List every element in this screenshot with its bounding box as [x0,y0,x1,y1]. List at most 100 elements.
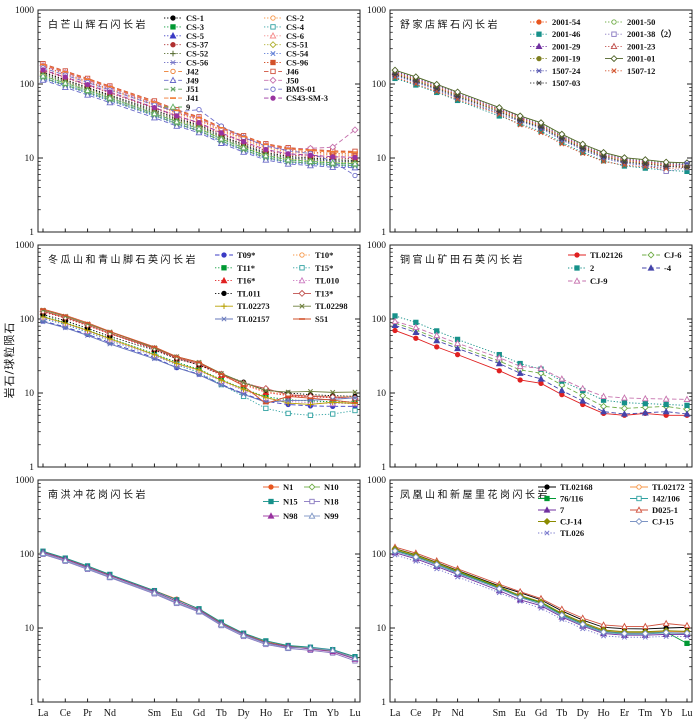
series-marker [392,72,398,78]
series-marker [620,410,628,417]
series-marker [61,556,69,564]
legend-label: 2001-29 [552,41,580,51]
legend-label: 76/116 [560,494,583,504]
series-marker [683,621,691,629]
x-tick-label: Ho [260,708,272,719]
legend-swatch-marker [221,290,227,297]
series-marker [433,336,441,344]
series-marker [495,104,503,112]
series-line [394,554,687,638]
series-marker [496,109,503,115]
series-line [42,78,356,168]
series-marker [84,327,91,334]
series-line [394,320,688,400]
legend-item-T09*: T09* [215,250,255,260]
legend-swatch-marker [221,252,227,258]
x-tick-label: Ho [597,708,609,719]
legend-swatch-marker [270,24,276,30]
legend-item-TL02168: TL02168 [538,482,593,492]
panel-2: 1 10 100 1000 舒家店辉石闪长岩 2001-54 2001-50 2001-46 2… [367,6,693,238]
series-marker [517,118,524,124]
series-marker [173,598,181,606]
legend-swatch-marker [270,15,276,21]
legend-item-142/106: 142/106 [630,494,680,504]
legend-label: TL02273 [237,301,270,311]
legend-label: J49 [186,75,199,85]
legend-swatch-marker [610,42,618,50]
legend-label: CS-6 [286,31,304,41]
y-tick-label: 100 [372,80,387,90]
series-marker [240,391,247,397]
legend-item-N18: N18 [304,497,339,507]
legend-item-CS-37: CS-37 [164,40,209,50]
series-line [394,548,688,630]
series-line [42,316,356,405]
series-marker [579,620,587,628]
legend-item-1507-12: 1507-12 [605,66,655,76]
series-marker [412,78,419,84]
legend-swatch-marker [169,32,177,39]
series-marker [412,328,420,336]
series-marker [39,549,47,557]
legend-label: TL02126 [590,250,623,260]
series-marker [196,367,202,373]
series-line [394,72,688,166]
series-marker [285,389,291,395]
series-marker [433,561,441,569]
series-line [42,317,355,405]
series-marker [352,172,358,179]
legend-swatch-marker [536,31,542,37]
legend-item-2001-23: 2001-23 [605,41,655,51]
series-marker [392,552,398,558]
series-2 [392,313,690,409]
legend-label: 2001-19 [552,54,580,64]
panel-title: 舒家店辉石闪长岩 [400,18,500,31]
series-marker [641,156,649,164]
series-marker [454,93,461,99]
x-tick-label: Nd [104,708,116,719]
series-marker [580,150,586,157]
series-marker [330,389,336,395]
series-marker [352,400,358,407]
series-line [394,71,688,165]
legend-label: -4 [664,263,672,273]
x-tick-label: Lu [349,708,360,719]
series-marker [683,395,691,403]
series-marker [454,344,462,352]
series-marker [684,164,690,170]
y-tick-label: 1 [29,463,34,473]
series-marker [218,130,224,136]
legend-swatch-marker [309,498,315,505]
legend-item-J51: J51 [164,84,199,94]
series-line [42,79,356,169]
legend-label: J46 [286,66,299,76]
legend-swatch-marker [267,512,275,519]
series-marker [284,644,292,651]
legend-label: 1507-24 [552,66,581,76]
series-marker [352,395,358,401]
legend-label: N18 [324,497,339,507]
series-marker [620,154,628,162]
x-tick-label: Yb [660,708,672,719]
y-tick-label: 1 [29,228,34,238]
legend-label: CS43-SM-3 [286,93,328,103]
series-marker [217,135,225,142]
series-9 [39,72,359,167]
legend-item-T11*: T11* [215,263,255,273]
series-line [42,68,356,158]
series-line [42,65,356,151]
legend-item-CJ-6: CJ-6 [642,250,681,260]
series-line [394,330,687,416]
series-marker [579,397,587,404]
legend-item-2: 2 [568,263,594,273]
legend-swatch-marker [170,68,176,75]
series-line [42,65,356,155]
series-marker [538,380,544,387]
x-tick-label: Er [283,708,293,719]
series-marker [412,553,420,561]
series-marker [662,395,670,402]
legend-label: J41 [186,93,199,103]
legend-item-2001-01: 2001-01 [605,54,655,64]
legend-item-1507-24: 1507-24 [530,66,581,76]
